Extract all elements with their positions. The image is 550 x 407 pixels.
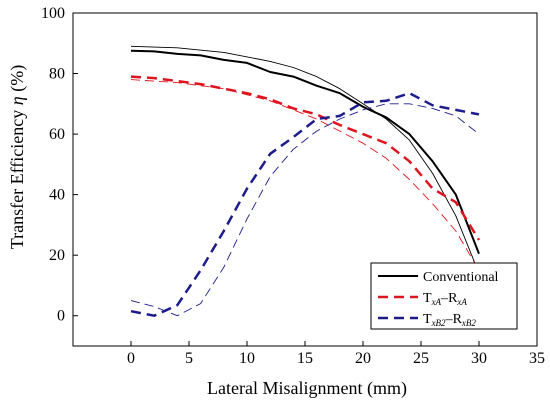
series-line-txb2-thin	[130, 103, 480, 317]
legend-label-txb2: TxB2–RxB2	[423, 312, 476, 328]
x-tick-label: 10	[239, 350, 255, 367]
y-tick-label: 100	[41, 5, 65, 22]
x-tick-label: 35	[529, 350, 545, 367]
x-tick-label: 25	[413, 350, 429, 367]
x-tick-label: 30	[471, 350, 487, 367]
series-line-txb2	[130, 91, 480, 317]
axis-ticks: 0 5 10 15 20 25 30 35 0 20 40 60 80 100	[41, 5, 545, 367]
series-line-conventional	[130, 49, 480, 255]
series-line-conventional-thin	[130, 45, 480, 274]
y-axis-label: Transfer Efficiency η (%)	[7, 65, 28, 249]
x-axis-label: Lateral Misalignment (mm)	[207, 378, 407, 399]
x-tick-label: 0	[127, 350, 135, 367]
y-tick-label: 0	[57, 308, 65, 325]
series-line-txa	[130, 75, 481, 241]
series-layer	[130, 45, 481, 317]
y-tick-label: 80	[49, 66, 65, 83]
series-line-txa-thin	[130, 79, 480, 271]
legend-label-conventional: Conventional	[423, 270, 499, 285]
y-tick-label: 60	[49, 126, 65, 143]
x-tick-label: 20	[355, 350, 371, 367]
x-tick-label: 5	[185, 350, 193, 367]
legend-label-txa: TxA–RxA	[423, 291, 467, 307]
legend: Conventional TxA–RxA TxB2–RxB2	[370, 262, 518, 330]
x-tick-label: 15	[297, 350, 313, 367]
y-tick-label: 40	[49, 187, 65, 204]
y-tick-label: 20	[49, 247, 65, 264]
